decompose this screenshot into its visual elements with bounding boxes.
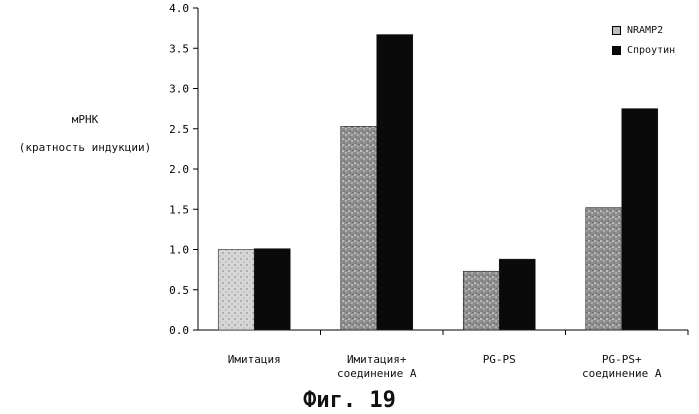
y-tick-label: 4.0 (169, 2, 189, 15)
bar-nramp2-1 (341, 126, 377, 330)
legend-item-nramp2: NRAMP2 (612, 20, 675, 40)
legend-label-sprouty: Спроутин (627, 45, 675, 56)
y-tick-label: 3.5 (169, 42, 189, 55)
y-axis-label-line1: мРНК (0, 113, 170, 126)
bar-sprouty-1 (377, 35, 413, 330)
legend-label-nramp2: NRAMP2 (627, 25, 663, 36)
x-category-label-line1: Имитация+ (307, 353, 447, 367)
bar-sprouty-0 (254, 249, 290, 330)
x-category-label-line1: Имитация (184, 353, 324, 367)
x-category-label: Имитация (184, 353, 324, 367)
bar-sprouty-2 (499, 259, 535, 330)
x-category-label-line2: соединение А (307, 367, 447, 381)
legend-swatch-sprouty (612, 46, 621, 55)
x-category-label-line1: PG-PS+ (552, 353, 692, 367)
bars-group (218, 35, 658, 330)
x-category-label-line1: PG-PS (429, 353, 569, 367)
y-tick-label: 1.5 (169, 203, 189, 216)
x-category-label: PG-PS (429, 353, 569, 367)
bar-nramp2-2 (463, 271, 499, 330)
y-tick-label: 0.0 (169, 324, 189, 337)
legend-swatch-nramp2 (612, 26, 621, 35)
y-tick-label: 1.0 (169, 244, 189, 257)
bar-nramp2-3 (586, 208, 622, 330)
x-category-label: Имитация+соединение А (307, 353, 447, 381)
y-tick-label: 3.0 (169, 83, 189, 96)
legend: NRAMP2 Спроутин (612, 20, 675, 60)
y-tick-label: 2.5 (169, 123, 189, 136)
figure-caption: Фиг. 19 (0, 388, 699, 413)
bar-nramp2-0 (218, 250, 254, 331)
y-tick-label: 2.0 (169, 163, 189, 176)
y-tick-label: 0.5 (169, 284, 189, 297)
legend-item-sprouty: Спроутин (612, 40, 675, 60)
x-category-label-line2: соединение А (552, 367, 692, 381)
y-axis-label-line2: (кратность индукции) (0, 141, 170, 154)
bar-sprouty-3 (622, 109, 658, 330)
x-category-label: PG-PS+соединение А (552, 353, 692, 381)
